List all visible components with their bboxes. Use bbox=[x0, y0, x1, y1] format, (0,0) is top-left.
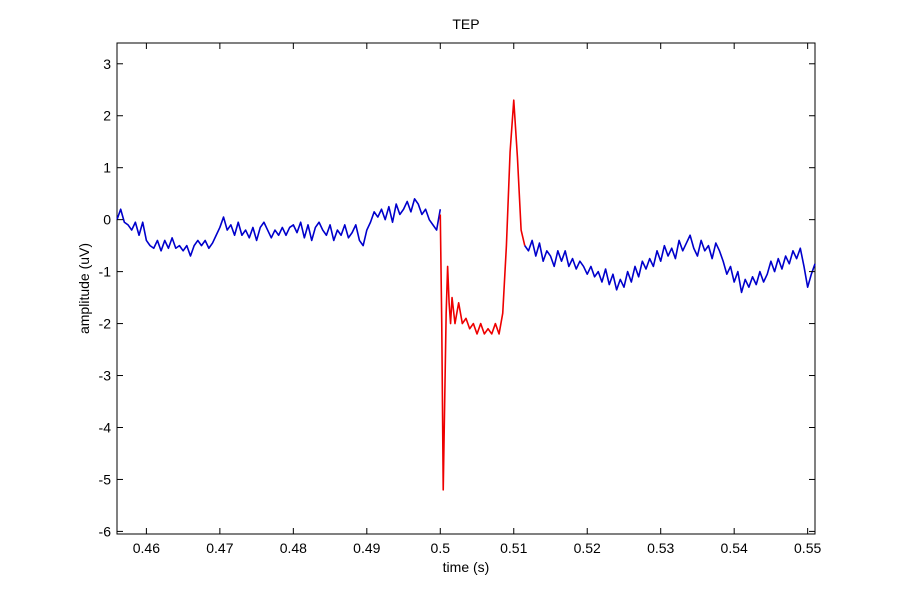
series-layer bbox=[116, 99, 816, 491]
x-tick-label: 0.49 bbox=[353, 540, 380, 556]
y-axis: -6 -5 -4 -3 -2 -1 0 1 2 3 bbox=[99, 56, 815, 539]
y-tick-label: -1 bbox=[99, 264, 112, 280]
x-axis-label: time (s) bbox=[443, 559, 490, 575]
axes-box bbox=[116, 42, 816, 535]
x-tick-label: 0.54 bbox=[721, 540, 748, 556]
x-tick-label: 0.51 bbox=[500, 540, 527, 556]
x-tick-label: 0.5 bbox=[431, 540, 451, 556]
y-tick-label: -6 bbox=[99, 523, 112, 539]
plot-area: 0.46 0.47 0.48 0.49 0.5 0.51 0.52 0.53 0.54 0.55 … bbox=[99, 42, 821, 556]
x-tick-label: 0.52 bbox=[574, 540, 601, 556]
y-tick-label: -5 bbox=[99, 471, 112, 487]
series-line-1 bbox=[116, 198, 442, 257]
y-tick-label: -2 bbox=[99, 316, 112, 332]
y-tick-label: 1 bbox=[103, 160, 111, 176]
x-axis: 0.46 0.47 0.48 0.49 0.5 0.51 0.52 0.53 0.54 0.55 bbox=[133, 43, 821, 556]
y-tick-label: 0 bbox=[103, 212, 111, 228]
chart-title: TEP bbox=[452, 16, 479, 32]
y-tick-label: 3 bbox=[103, 56, 111, 72]
x-tick-label: 0.55 bbox=[794, 540, 821, 556]
y-tick-label: -4 bbox=[99, 419, 112, 435]
y-axis-label: amplitude (uV) bbox=[76, 243, 92, 334]
series-line-2 bbox=[439, 99, 526, 491]
series-line-3 bbox=[524, 234, 816, 294]
y-tick-label: 2 bbox=[103, 108, 111, 124]
x-tick-label: 0.48 bbox=[280, 540, 307, 556]
y-tick-label: -3 bbox=[99, 368, 112, 384]
x-tick-label: 0.46 bbox=[133, 540, 160, 556]
x-tick-label: 0.53 bbox=[647, 540, 674, 556]
x-tick-label: 0.47 bbox=[206, 540, 233, 556]
